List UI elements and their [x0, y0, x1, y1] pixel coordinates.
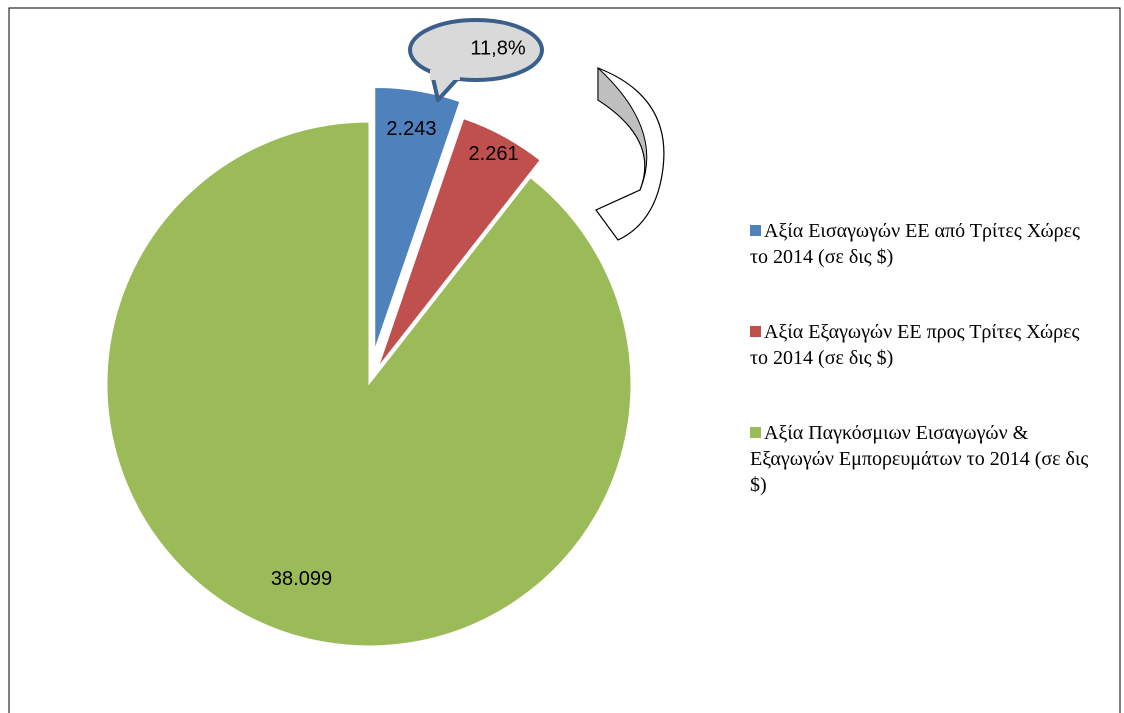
legend-label: Αξία Εξαγωγών ΕΕ προς Τρίτες Χώρες το 20…: [750, 321, 1080, 369]
callout-join: [430, 70, 460, 80]
legend-swatch: [750, 225, 761, 236]
pie-slice: [106, 121, 632, 647]
annotation: 11,8%: [470, 37, 525, 59]
data-label: 2.261: [469, 143, 519, 165]
legend-label: Αξία Εισαγωγών ΕΕ από Τρίτες Χώρες το 20…: [750, 220, 1080, 268]
callout: [408, 18, 544, 82]
pie-slice: [378, 117, 541, 367]
legend-item: Αξία Εισαγωγών ΕΕ από Τρίτες Χώρες το 20…: [750, 218, 1100, 270]
legend-item: Αξία Παγκόσμιων Εισαγωγών & Εξαγωγών Εμπ…: [750, 420, 1100, 498]
pie: [106, 86, 632, 647]
legend-swatch: [750, 326, 761, 337]
data-label: 38.099: [271, 568, 332, 590]
legend-swatch: [750, 427, 761, 438]
data-label: 2.243: [386, 118, 436, 140]
curved-arrow-shade: [597, 66, 648, 191]
chart-frame: [8, 7, 1121, 713]
legend-label: Αξία Παγκόσμιων Εισαγωγών & Εξαγωγών Εμπ…: [750, 422, 1089, 496]
pie-slice: [374, 86, 461, 350]
legend-item: Αξία Εξαγωγών ΕΕ προς Τρίτες Χώρες το 20…: [750, 319, 1100, 371]
